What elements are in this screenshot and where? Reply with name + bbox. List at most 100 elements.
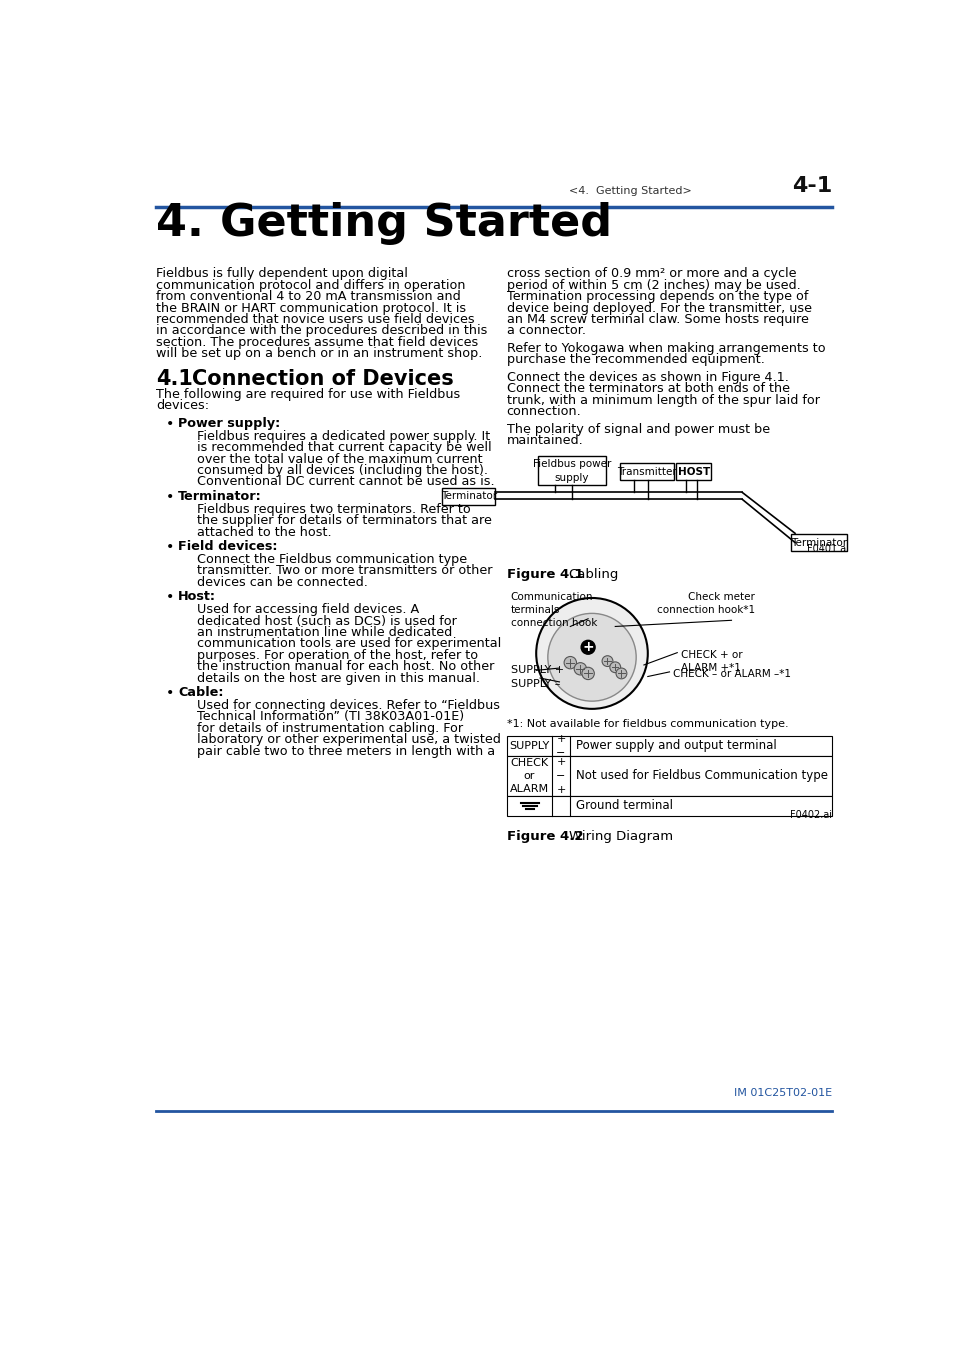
Text: Connect the Fieldbus communication type: Connect the Fieldbus communication type xyxy=(196,554,466,566)
Text: 4.: 4. xyxy=(156,202,204,246)
Text: Wiring Diagram: Wiring Diagram xyxy=(568,830,672,842)
Text: transmitter. Two or more transmitters or other: transmitter. Two or more transmitters or… xyxy=(196,564,492,578)
Text: 4.1: 4.1 xyxy=(156,370,193,389)
Text: is recommended that current capacity be well: is recommended that current capacity be … xyxy=(196,441,491,454)
Text: Connect the terminators at both ends of the: Connect the terminators at both ends of … xyxy=(506,382,789,396)
Text: Used for connecting devices. Refer to “Fieldbus: Used for connecting devices. Refer to “F… xyxy=(196,699,499,711)
Circle shape xyxy=(581,667,594,679)
Text: an M4 screw terminal claw. Some hosts require: an M4 screw terminal claw. Some hosts re… xyxy=(506,313,808,327)
Circle shape xyxy=(580,640,595,655)
Text: Transmitter: Transmitter xyxy=(617,467,677,477)
Text: Cable:: Cable: xyxy=(178,686,223,699)
Bar xyxy=(619,463,674,481)
Text: Conventional DC current cannot be used as is.: Conventional DC current cannot be used a… xyxy=(196,475,494,489)
Text: •: • xyxy=(166,590,174,605)
Text: Terminator:: Terminator: xyxy=(178,490,262,502)
Text: over the total value of the maximum current: over the total value of the maximum curr… xyxy=(196,452,482,466)
Text: section. The procedures assume that field devices: section. The procedures assume that fiel… xyxy=(156,336,478,348)
Text: +
−: + − xyxy=(556,734,565,757)
Text: maintained.: maintained. xyxy=(506,435,583,447)
Text: Power supply and output terminal: Power supply and output terminal xyxy=(576,740,777,752)
Text: SUPPLY: SUPPLY xyxy=(509,741,549,751)
Text: +: + xyxy=(581,640,594,655)
Text: CHECK
or
ALARM: CHECK or ALARM xyxy=(509,757,548,794)
Text: Figure 4.2: Figure 4.2 xyxy=(506,830,582,842)
Text: Terminator: Terminator xyxy=(440,491,497,501)
Text: communication protocol and differs in operation: communication protocol and differs in op… xyxy=(156,279,465,292)
Text: purchase the recommended equipment.: purchase the recommended equipment. xyxy=(506,354,763,366)
Circle shape xyxy=(616,668,626,679)
Text: laboratory or other experimental use, a twisted: laboratory or other experimental use, a … xyxy=(196,733,500,747)
Circle shape xyxy=(563,656,576,668)
Text: •: • xyxy=(166,686,174,701)
Bar xyxy=(506,756,831,796)
Circle shape xyxy=(536,598,647,709)
Text: Field devices:: Field devices: xyxy=(178,540,277,553)
Text: Fieldbus requires a dedicated power supply. It: Fieldbus requires a dedicated power supp… xyxy=(196,429,490,443)
Text: Figure 4.1: Figure 4.1 xyxy=(506,568,582,580)
Text: Refer to Yokogawa when making arrangements to: Refer to Yokogawa when making arrangemen… xyxy=(506,342,824,355)
Text: 4-1: 4-1 xyxy=(791,176,831,196)
Text: an instrumentation line while dedicated: an instrumentation line while dedicated xyxy=(196,626,452,639)
Text: +
−
+: + − + xyxy=(556,757,565,795)
Text: Power supply:: Power supply: xyxy=(178,417,280,429)
Text: the supplier for details of terminators that are: the supplier for details of terminators … xyxy=(196,514,491,528)
Text: the BRAIN or HART communication protocol. It is: the BRAIN or HART communication protocol… xyxy=(156,301,466,315)
Bar xyxy=(537,455,605,485)
Text: recommended that novice users use field devices: recommended that novice users use field … xyxy=(156,313,475,327)
Text: in accordance with the procedures described in this: in accordance with the procedures descri… xyxy=(156,324,487,338)
Circle shape xyxy=(601,656,612,667)
Bar xyxy=(790,535,846,551)
Text: dedicated host (such as DCS) is used for: dedicated host (such as DCS) is used for xyxy=(196,614,456,628)
Circle shape xyxy=(547,613,636,701)
Text: pair cable two to three meters in length with a: pair cable two to three meters in length… xyxy=(196,745,495,757)
Bar xyxy=(506,736,831,756)
Text: Check meter
connection hook*1: Check meter connection hook*1 xyxy=(656,591,754,616)
Text: Connection of Devices: Connection of Devices xyxy=(192,370,454,389)
Text: •: • xyxy=(166,417,174,431)
Text: F0401.ai: F0401.ai xyxy=(806,544,847,554)
Circle shape xyxy=(574,663,586,675)
Text: *1: Not available for fieldbus communication type.: *1: Not available for fieldbus communica… xyxy=(506,718,787,729)
Text: HOST: HOST xyxy=(677,467,709,477)
Bar xyxy=(506,796,831,815)
Bar xyxy=(442,487,495,505)
Text: will be set up on a bench or in an instrument shop.: will be set up on a bench or in an instr… xyxy=(156,347,482,360)
Text: details on the host are given in this manual.: details on the host are given in this ma… xyxy=(196,671,479,684)
Bar xyxy=(676,463,711,481)
Text: Used for accessing field devices. A: Used for accessing field devices. A xyxy=(196,603,418,616)
Text: consumed by all devices (including the host).: consumed by all devices (including the h… xyxy=(196,464,487,477)
Text: Termination processing depends on the type of: Termination processing depends on the ty… xyxy=(506,290,807,304)
Text: purposes. For operation of the host, refer to: purposes. For operation of the host, ref… xyxy=(196,649,477,662)
Text: <4.  Getting Started>: <4. Getting Started> xyxy=(568,186,691,196)
Text: Fieldbus requires two terminators. Refer to: Fieldbus requires two terminators. Refer… xyxy=(196,502,470,516)
Text: devices can be connected.: devices can be connected. xyxy=(196,576,367,589)
Text: for details of instrumentation cabling. For: for details of instrumentation cabling. … xyxy=(196,722,462,734)
Text: Host:: Host: xyxy=(178,590,216,603)
Text: attached to the host.: attached to the host. xyxy=(196,525,331,539)
Text: from conventional 4 to 20 mA transmission and: from conventional 4 to 20 mA transmissio… xyxy=(156,290,460,304)
Text: connection.: connection. xyxy=(506,405,581,418)
Text: trunk, with a minimum length of the spur laid for: trunk, with a minimum length of the spur… xyxy=(506,394,819,406)
Text: cross section of 0.9 mm² or more and a cycle: cross section of 0.9 mm² or more and a c… xyxy=(506,267,796,281)
Text: Technical Information” (TI 38K03A01-01E): Technical Information” (TI 38K03A01-01E) xyxy=(196,710,463,724)
Text: SUPPLY +: SUPPLY + xyxy=(510,666,563,675)
Text: •: • xyxy=(166,540,174,553)
Text: the instruction manual for each host. No other: the instruction manual for each host. No… xyxy=(196,660,494,674)
Circle shape xyxy=(609,662,620,672)
Text: Fieldbus power
supply: Fieldbus power supply xyxy=(532,459,611,482)
Text: Not used for Fieldbus Communication type: Not used for Fieldbus Communication type xyxy=(576,769,827,783)
Text: Connect the devices as shown in Figure 4.1.: Connect the devices as shown in Figure 4… xyxy=(506,371,788,383)
Text: a connector.: a connector. xyxy=(506,324,585,338)
Text: period of within 5 cm (2 inches) may be used.: period of within 5 cm (2 inches) may be … xyxy=(506,279,800,292)
Text: Communication
terminals
connection hook: Communication terminals connection hook xyxy=(510,591,597,628)
Text: Getting Started: Getting Started xyxy=(220,202,612,246)
Text: SUPPLY –: SUPPLY – xyxy=(510,679,559,688)
Text: F0402.ai: F0402.ai xyxy=(789,810,831,819)
Text: The polarity of signal and power must be: The polarity of signal and power must be xyxy=(506,423,769,436)
Text: Terminator: Terminator xyxy=(790,537,846,548)
Text: device being deployed. For the transmitter, use: device being deployed. For the transmitt… xyxy=(506,301,811,315)
Text: Fieldbus is fully dependent upon digital: Fieldbus is fully dependent upon digital xyxy=(156,267,408,281)
Text: IM 01C25T02-01E: IM 01C25T02-01E xyxy=(734,1088,831,1099)
Text: Ground terminal: Ground terminal xyxy=(576,799,673,813)
